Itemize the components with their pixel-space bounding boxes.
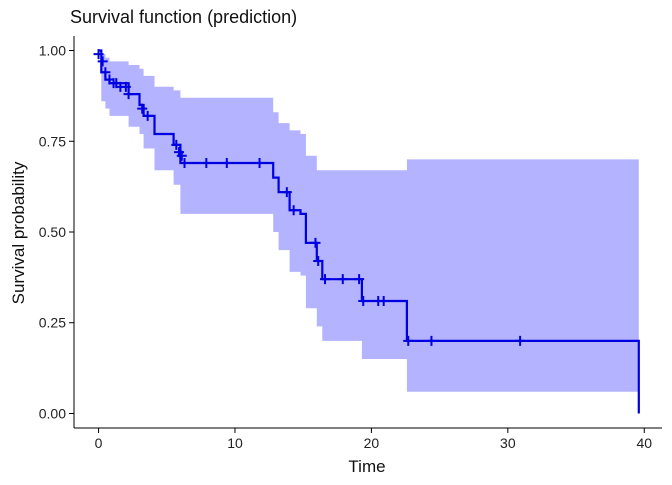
- censor-mark: [254, 158, 265, 169]
- censor-mark: [171, 139, 182, 150]
- censor-mark: [201, 158, 212, 169]
- x-tick-label: 40: [636, 435, 652, 451]
- censor-mark: [137, 103, 148, 114]
- censor-mark: [176, 150, 187, 161]
- confidence-band-group: [98, 50, 639, 392]
- confidence-band: [98, 50, 639, 392]
- censor-mark: [123, 89, 134, 100]
- censor-mark: [426, 335, 437, 346]
- y-axis-title: Survival probability: [9, 161, 28, 304]
- censor-mark: [337, 274, 348, 285]
- x-axis-title: Time: [348, 457, 385, 476]
- censor-mark: [179, 158, 190, 169]
- censor-mark: [515, 335, 526, 346]
- y-tick-label: 0.75: [39, 133, 66, 149]
- censor-mark: [358, 295, 369, 306]
- censor-mark: [100, 67, 111, 78]
- censor-mark: [142, 110, 153, 121]
- y-tick-label: 1.00: [39, 43, 66, 59]
- censor-mark: [403, 335, 414, 346]
- censor-mark: [288, 205, 299, 216]
- censor-mark: [310, 237, 321, 248]
- x-tick-label: 20: [364, 435, 380, 451]
- censor-mark: [354, 274, 365, 285]
- censor-mark: [313, 256, 324, 267]
- x-tick-label: 10: [227, 435, 243, 451]
- censor-mark: [320, 274, 331, 285]
- y-tick-label: 0.25: [39, 315, 66, 331]
- axes-group: 0 10 20 30 40 0.00 0.25 0.50 0.75 1.00: [39, 36, 662, 451]
- censor-mark: [378, 295, 389, 306]
- y-tick-label: 0.00: [39, 405, 66, 421]
- x-tick-label: 0: [95, 435, 103, 451]
- censor-mark: [97, 56, 108, 67]
- censor-marks-group: [93, 49, 526, 346]
- censor-mark: [93, 49, 104, 60]
- censor-mark: [221, 158, 232, 169]
- y-tick-label: 0.50: [39, 224, 66, 240]
- chart-title: Survival function (prediction): [70, 7, 297, 27]
- x-tick-label: 30: [500, 435, 516, 451]
- censor-mark: [120, 81, 131, 92]
- censor-mark: [281, 187, 292, 198]
